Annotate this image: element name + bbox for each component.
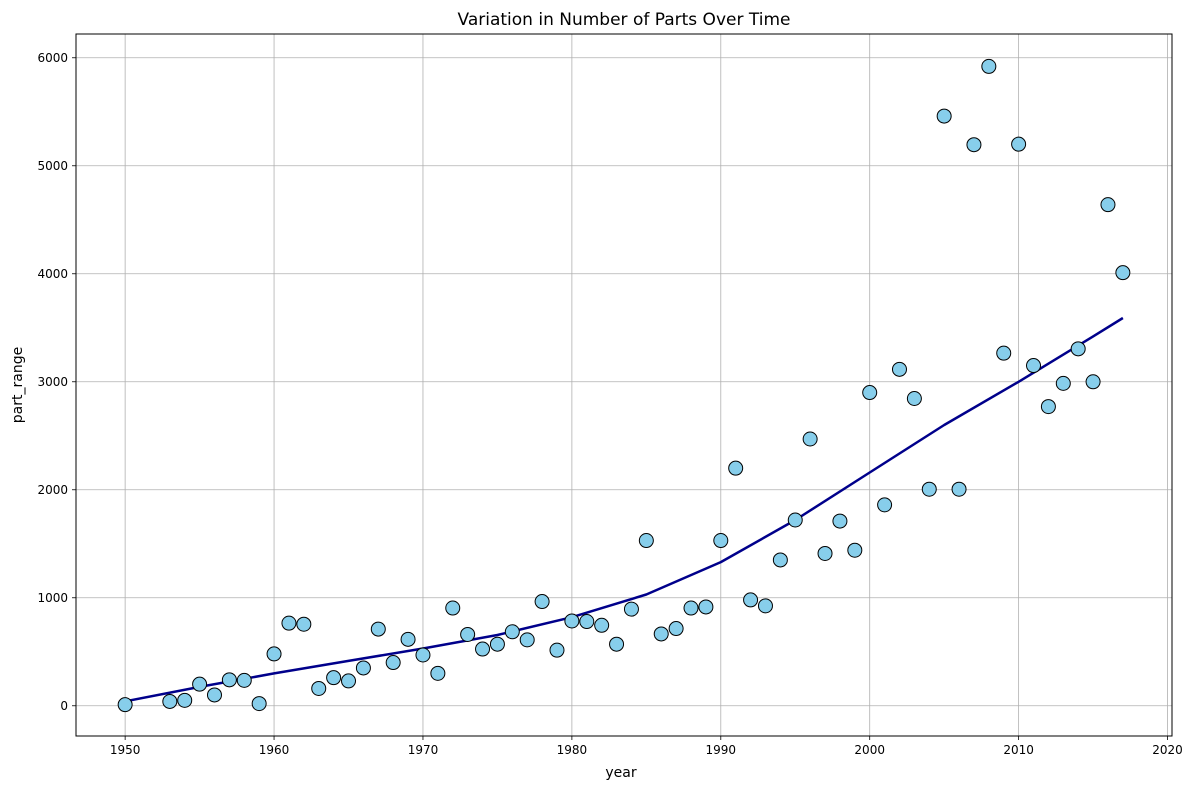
data-point [1055,375,1071,391]
data-point [400,631,416,647]
x-axis-ticks: 1950 1960 1970 1980 1990 2000 2010 2020 [110,736,1183,757]
y-tick-label: 0 [60,699,68,713]
data-point [430,665,446,681]
data-point [832,513,848,529]
data-point [817,545,833,561]
data-point [296,616,312,632]
data-point [355,660,371,676]
data-point [713,533,729,549]
data-point [1070,341,1086,357]
data-point [251,696,267,712]
data-point [1085,374,1101,390]
data-point [594,617,610,633]
chart-title: Variation in Number of Parts Over Time [458,10,791,30]
data-points [117,58,1131,713]
data-point [609,636,625,652]
data-point [534,594,550,610]
grid-lines [76,34,1172,736]
x-tick-label: 2000 [854,743,885,757]
x-tick-label: 1960 [259,743,290,757]
data-point [564,613,580,629]
data-point [847,542,863,558]
data-point [385,655,401,671]
x-tick-label: 1980 [557,743,588,757]
x-tick-label: 1990 [706,743,737,757]
x-axis-label: year [605,765,636,781]
data-point [326,670,342,686]
data-point [728,460,744,476]
x-tick-label: 2010 [1003,743,1034,757]
y-tick-label: 6000 [37,51,68,65]
data-point [862,385,878,401]
y-tick-label: 5000 [37,159,68,173]
y-tick-label: 3000 [37,375,68,389]
x-tick-label: 1970 [408,743,439,757]
y-tick-label: 1000 [37,591,68,605]
data-point [519,632,535,648]
data-point [579,614,595,630]
data-point [698,599,714,615]
data-point [996,345,1012,361]
data-point [311,680,327,696]
data-point [460,626,476,642]
data-point [743,592,759,608]
data-point [772,552,788,568]
data-point [638,533,654,549]
data-point [445,600,461,616]
data-point [177,692,193,708]
data-point [921,481,937,497]
data-point [1100,197,1116,213]
data-point [623,601,639,617]
data-point [162,693,178,709]
plot-frame [75,33,1173,737]
data-point [1115,265,1131,281]
data-point [489,636,505,652]
data-point [802,431,818,447]
data-point [966,137,982,153]
data-point [787,512,803,528]
y-tick-label: 4000 [37,267,68,281]
x-tick-label: 1950 [110,743,141,757]
data-point [1040,399,1056,415]
data-point [236,672,252,688]
data-point [549,642,565,658]
data-point [891,361,907,377]
data-point [370,621,386,637]
data-point [906,391,922,406]
data-point [668,621,684,637]
data-point [1011,136,1027,152]
data-point [206,687,222,703]
y-axis-label: part_range [10,347,26,423]
data-point [653,626,669,642]
data-point [951,481,967,497]
trend-line-layer [124,316,1124,703]
data-point [981,58,997,74]
y-tick-label: 2000 [37,483,68,497]
trend-line [124,316,1124,703]
data-point [1026,358,1042,374]
data-point [281,615,297,631]
data-point [757,598,773,614]
data-point [415,647,431,663]
data-point [936,108,952,124]
y-axis-ticks: 0 1000 2000 3000 4000 5000 6000 [37,51,76,713]
data-point [117,697,133,713]
data-point [877,497,893,513]
x-tick-label: 2020 [1152,743,1183,757]
data-point [266,646,282,662]
data-point [683,600,699,616]
data-point [341,673,357,689]
data-point [504,624,520,640]
data-point [192,676,208,692]
data-point [221,672,237,688]
data-point [475,641,491,657]
